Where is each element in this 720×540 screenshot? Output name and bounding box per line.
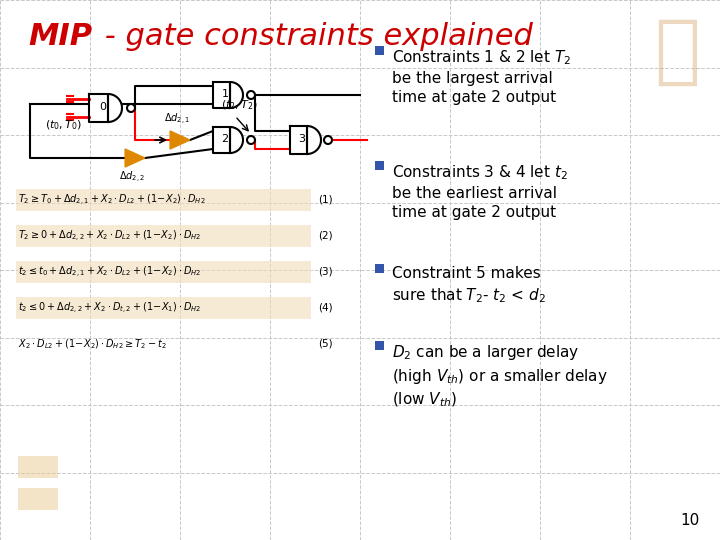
Bar bbox=[16, 297, 311, 319]
Bar bbox=[375, 264, 384, 273]
Bar bbox=[16, 189, 311, 211]
Text: (5): (5) bbox=[318, 339, 333, 349]
Text: 0: 0 bbox=[99, 102, 107, 112]
Text: $t_2 \leq 0 + \Delta d_{2,2} + X_2 \cdot D_{t,2} + (1\!-\!X_1)\cdot D_{H2}$: $t_2 \leq 0 + \Delta d_{2,2} + X_2 \cdot… bbox=[18, 300, 202, 315]
Polygon shape bbox=[170, 131, 190, 149]
Polygon shape bbox=[290, 126, 307, 154]
Text: Constraints 1 & 2 let $T_2$
be the largest arrival
time at gate 2 output: Constraints 1 & 2 let $T_2$ be the large… bbox=[392, 48, 571, 105]
Text: $\Delta d_{2,2}$: $\Delta d_{2,2}$ bbox=[119, 170, 145, 185]
Bar bbox=[375, 160, 384, 170]
Polygon shape bbox=[213, 82, 230, 108]
Bar bbox=[18, 488, 58, 510]
Polygon shape bbox=[108, 94, 122, 122]
Bar bbox=[16, 261, 311, 283]
Text: $D_2$ can be a larger delay
(high $V_{th}$) or a smaller delay
(low $V_{th}$): $D_2$ can be a larger delay (high $V_{th… bbox=[392, 343, 608, 409]
Bar bbox=[18, 456, 58, 478]
Polygon shape bbox=[230, 82, 243, 108]
Text: $T_2 \geq 0 + \Delta d_{2,2} + X_2 \cdot D_{L2} + (1\!-\!X_2)\cdot D_{H2}$: $T_2 \geq 0 + \Delta d_{2,2} + X_2 \cdot… bbox=[18, 228, 201, 244]
Text: (4): (4) bbox=[318, 303, 333, 313]
Text: $T_2 \geq T_0 + \Delta d_{2,1} + X_2 \cdot D_{L2} + (1\!-\!X_2)\cdot D_{H2}$: $T_2 \geq T_0 + \Delta d_{2,1} + X_2 \cd… bbox=[18, 192, 206, 207]
Text: Constraints 3 & 4 let $t_2$
be the earliest arrival
time at gate 2 output: Constraints 3 & 4 let $t_2$ be the earli… bbox=[392, 163, 568, 220]
Circle shape bbox=[127, 104, 135, 112]
Circle shape bbox=[247, 91, 255, 99]
Text: (1): (1) bbox=[318, 195, 333, 205]
Polygon shape bbox=[230, 127, 243, 153]
Bar bbox=[375, 341, 384, 349]
Text: 10: 10 bbox=[680, 513, 700, 528]
Text: 2: 2 bbox=[222, 134, 228, 144]
Polygon shape bbox=[213, 127, 230, 153]
Text: (2): (2) bbox=[318, 231, 333, 241]
Bar bbox=[16, 225, 311, 247]
Polygon shape bbox=[89, 94, 108, 122]
Bar bbox=[375, 45, 384, 55]
Circle shape bbox=[247, 136, 255, 144]
Polygon shape bbox=[307, 126, 321, 154]
Text: $t_2 \leq t_0 + \Delta d_{2,1} + X_2 \cdot D_{L2} + (1\!-\!X_2)\cdot D_{H2}$: $t_2 \leq t_0 + \Delta d_{2,1} + X_2 \cd… bbox=[18, 265, 202, 280]
Text: Constraint 5 makes
sure that $T_2$- $t_2$ < $d_2$: Constraint 5 makes sure that $T_2$- $t_2… bbox=[392, 266, 546, 305]
Text: $X_2 \cdot D_{L2} + (1\!-\!X_2)\cdot D_{H2} \geq T_2 - t_2$: $X_2 \cdot D_{L2} + (1\!-\!X_2)\cdot D_{… bbox=[18, 337, 166, 351]
Text: $(t_2, T_2)$: $(t_2, T_2)$ bbox=[222, 98, 258, 112]
Polygon shape bbox=[125, 149, 145, 167]
Text: MIP: MIP bbox=[28, 22, 92, 51]
Text: 1: 1 bbox=[222, 89, 228, 99]
Text: $\Delta d_{2,1}$: $\Delta d_{2,1}$ bbox=[164, 112, 190, 127]
Text: (3): (3) bbox=[318, 267, 333, 277]
Text: $(t_0, T_0)$: $(t_0, T_0)$ bbox=[45, 118, 82, 132]
Text: 3: 3 bbox=[299, 134, 305, 144]
Text: - gate constraints explained: - gate constraints explained bbox=[95, 22, 533, 51]
Circle shape bbox=[324, 136, 332, 144]
Text: 謙: 謙 bbox=[654, 15, 700, 89]
